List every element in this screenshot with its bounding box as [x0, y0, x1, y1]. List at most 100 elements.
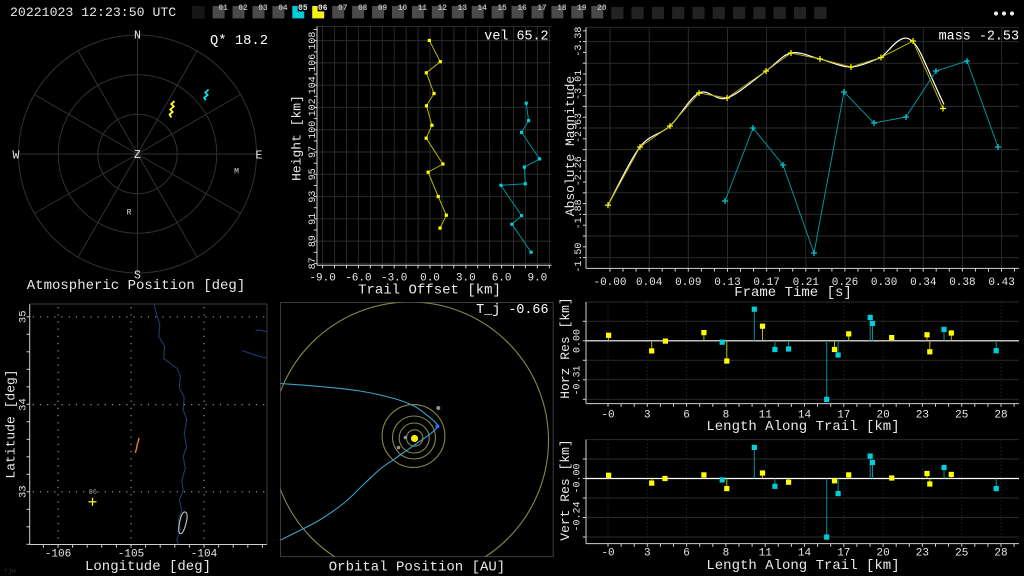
svg-text:6: 6 [683, 410, 690, 422]
svg-text:-1.50: -1.50 [574, 243, 585, 273]
svg-text:108: 108 [308, 32, 319, 50]
svg-text:0.04: 0.04 [636, 277, 663, 289]
svg-text:06: 06 [89, 489, 97, 497]
svg-text:-106: -106 [45, 549, 71, 561]
svg-text:28: 28 [994, 410, 1007, 422]
svg-text:25: 25 [955, 548, 968, 560]
svg-text:-0: -0 [601, 548, 614, 560]
svg-text:0.17: 0.17 [753, 277, 779, 289]
svg-text:17: 17 [537, 5, 547, 13]
svg-text:91: 91 [308, 213, 319, 225]
svg-text:Absolute Magnitude: Absolute Magnitude [563, 76, 578, 216]
svg-text:08: 08 [358, 5, 368, 13]
svg-text:01: 01 [218, 5, 228, 13]
svg-text:rjw: rjw [4, 568, 16, 575]
svg-text:E: E [256, 150, 263, 163]
svg-text:14: 14 [798, 548, 812, 560]
svg-text:0.34: 0.34 [910, 277, 937, 289]
svg-text:-0.00: -0.00 [573, 463, 584, 493]
svg-text:Length Along Trail [km]: Length Along Trail [km] [706, 558, 899, 574]
svg-text:8: 8 [723, 410, 730, 422]
svg-text:102: 102 [308, 98, 319, 116]
svg-text:14: 14 [798, 410, 812, 422]
svg-text:-104: -104 [191, 549, 218, 561]
svg-text:97: 97 [308, 146, 319, 158]
svg-text:0.21: 0.21 [793, 277, 820, 289]
svg-text:Latitude [deg]: Latitude [deg] [4, 369, 19, 478]
svg-text:Longitude [deg]: Longitude [deg] [85, 559, 211, 575]
svg-text:28: 28 [994, 548, 1007, 560]
svg-text:95: 95 [308, 168, 319, 180]
svg-text:0.30: 0.30 [871, 277, 897, 289]
svg-text:6: 6 [683, 548, 690, 560]
svg-text:20: 20 [597, 5, 607, 13]
svg-text:Length Along Trail [km]: Length Along Trail [km] [706, 419, 899, 435]
svg-text:W: W [13, 150, 20, 163]
svg-text:-9.0: -9.0 [309, 273, 335, 285]
svg-text:-6.0: -6.0 [345, 273, 371, 285]
svg-text:15: 15 [497, 5, 507, 13]
svg-text:04: 04 [278, 5, 288, 13]
svg-text:T_j -0.66: T_j -0.66 [476, 303, 548, 318]
svg-text:11: 11 [759, 410, 773, 422]
svg-text:-2.63: -2.63 [574, 113, 585, 143]
svg-text:13: 13 [458, 5, 468, 13]
svg-text:03: 03 [258, 5, 268, 13]
svg-text:25: 25 [955, 410, 968, 422]
svg-text:-0: -0 [601, 410, 614, 422]
svg-text:0.43: 0.43 [988, 277, 1014, 289]
svg-text:11: 11 [759, 548, 773, 560]
svg-text:R: R [127, 209, 132, 218]
svg-text:3.0: 3.0 [456, 273, 476, 285]
svg-text:0.38: 0.38 [949, 277, 975, 289]
svg-text:Horz Res [km]: Horz Res [km] [558, 297, 573, 398]
svg-text:Orbital Position [AU]: Orbital Position [AU] [329, 560, 505, 576]
svg-text:16: 16 [517, 5, 527, 13]
svg-text:Trail Offset [km]: Trail Offset [km] [358, 283, 501, 299]
svg-text:8: 8 [723, 548, 730, 560]
svg-text:20221023 12:23:50 UTC: 20221023 12:23:50 UTC [10, 5, 176, 20]
svg-text:02: 02 [238, 5, 248, 13]
svg-text:17: 17 [837, 548, 850, 560]
svg-text:9.0: 9.0 [527, 273, 547, 285]
svg-text:34: 34 [18, 398, 30, 411]
svg-text:89: 89 [308, 235, 319, 247]
svg-text:06: 06 [318, 5, 328, 13]
svg-text:106: 106 [308, 54, 319, 72]
svg-text:23: 23 [916, 410, 929, 422]
svg-text:-3.38: -3.38 [574, 27, 585, 57]
svg-text:09: 09 [378, 5, 388, 13]
svg-text:-0.31: -0.31 [573, 365, 584, 395]
svg-text:-1.88: -1.88 [574, 199, 585, 229]
svg-text:N: N [134, 29, 141, 42]
svg-text:33: 33 [18, 485, 30, 498]
svg-text:0.09: 0.09 [675, 277, 701, 289]
svg-text:Atmospheric Position [deg]: Atmospheric Position [deg] [27, 278, 245, 294]
svg-text:3: 3 [644, 410, 651, 422]
svg-text:Vert Res [km]: Vert Res [km] [558, 439, 573, 540]
svg-text:93: 93 [308, 191, 319, 203]
svg-text:87: 87 [308, 257, 319, 269]
svg-text:mass -2.53: mass -2.53 [939, 30, 1019, 45]
svg-text:18: 18 [557, 5, 567, 13]
svg-text:-105: -105 [118, 549, 144, 561]
svg-text:0.00: 0.00 [573, 329, 584, 353]
svg-text:vel 65.2: vel 65.2 [484, 30, 548, 45]
svg-text:3: 3 [644, 548, 651, 560]
svg-text:0.26: 0.26 [832, 277, 858, 289]
svg-text:12: 12 [438, 5, 448, 13]
svg-text:S: S [134, 269, 141, 282]
svg-text:104: 104 [308, 76, 319, 94]
svg-text:17: 17 [837, 410, 850, 422]
svg-text:6.0: 6.0 [492, 273, 512, 285]
svg-text:10: 10 [398, 5, 408, 13]
svg-text:-2.26: -2.26 [574, 156, 585, 186]
svg-text:35: 35 [18, 310, 30, 323]
svg-text:23: 23 [916, 548, 929, 560]
svg-text:0.0: 0.0 [420, 273, 440, 285]
svg-text:Z: Z [134, 149, 141, 162]
svg-text:Q* 18.2: Q* 18.2 [210, 33, 268, 49]
svg-text:05: 05 [298, 5, 308, 13]
svg-text:M: M [234, 168, 239, 177]
svg-text:11: 11 [418, 5, 428, 13]
